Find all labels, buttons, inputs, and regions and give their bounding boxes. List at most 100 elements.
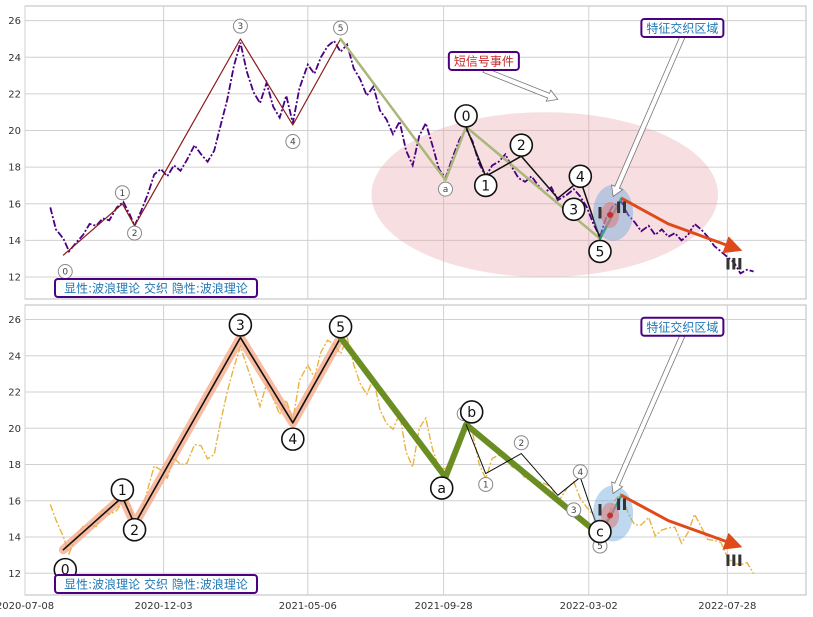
wave-label-small: 2	[518, 439, 524, 449]
short-signal-event-label-box	[447, 50, 520, 71]
wave-line	[62, 336, 342, 551]
x-tick-label: 2021-09-28	[415, 601, 473, 612]
y-tick-label: 26	[8, 16, 21, 27]
wave-label-small-circle	[437, 181, 453, 197]
feature-zone-dot	[607, 512, 614, 519]
wave-label-big: b	[467, 405, 476, 421]
short-signal-event-region	[371, 112, 718, 278]
roman-wave-label: II	[616, 198, 628, 217]
wave-label-big: 0	[61, 563, 70, 579]
x-tick-label: 2020-12-03	[135, 601, 193, 612]
wave-label-big: 4	[288, 432, 297, 448]
y-tick-label: 14	[8, 533, 21, 544]
y-tick-label: 20	[8, 424, 21, 435]
price-series-line	[49, 39, 754, 275]
wave-label-big: c	[596, 525, 604, 541]
wave-label-big-circle	[110, 478, 135, 502]
wave-label-small: 1	[120, 189, 126, 199]
wave-label-small-circle	[478, 476, 494, 492]
wave-line	[339, 37, 602, 240]
wave-label-big-circle	[429, 476, 454, 500]
theory-caption-box	[54, 278, 258, 298]
feature-zone-label-arrow	[611, 334, 686, 495]
wave-label-big-circle	[568, 164, 593, 189]
roman-wave-label: I	[597, 203, 603, 222]
wave-label-small-circle	[566, 502, 582, 518]
wave-label-small-circle	[285, 134, 301, 150]
wave-label-big: 5	[596, 244, 605, 260]
wave-label-small: 3	[571, 506, 577, 516]
x-tick-label: 2021-05-06	[279, 601, 337, 612]
x-tick-label: 2022-07-28	[698, 601, 756, 612]
projection-arrow	[620, 493, 743, 550]
wave-line	[337, 334, 603, 539]
theory-caption: 显性:波浪理论 交织 隐性:波浪理论	[64, 577, 248, 592]
wave-label-small-circle	[572, 464, 588, 480]
bottom-panel: 1214161820222426123450012345abcIIIIII特征交…	[8, 304, 807, 596]
y-tick-label: 26	[8, 315, 21, 326]
y-tick-label: 14	[8, 236, 21, 247]
roman-wave-label: II	[616, 495, 628, 514]
wave-label-big: 2	[517, 138, 526, 154]
wave-label-small-circle	[513, 435, 529, 451]
wave-line	[465, 126, 601, 240]
wave-label-small-circle	[114, 185, 130, 201]
wave-label-small: 3	[238, 22, 244, 32]
wave-label-big-circle	[281, 427, 305, 451]
wave-line	[465, 424, 601, 536]
wave-label-big-circle	[228, 313, 253, 337]
wave-label-big: 1	[118, 483, 127, 499]
wave-line	[62, 38, 342, 256]
y-tick-label: 24	[8, 351, 21, 362]
wave-label-big-circle	[509, 133, 534, 157]
feature-zone-label-box	[640, 17, 725, 38]
wave-label-small-circle	[232, 18, 248, 34]
y-tick-label: 18	[8, 460, 21, 471]
wave-label-big-circle	[122, 517, 147, 542]
x-tick-label: 2022-03-02	[560, 601, 618, 612]
y-tick-label: 18	[8, 163, 21, 174]
y-tick-label: 12	[8, 273, 21, 284]
roman-wave-label: III	[725, 551, 743, 570]
wave-label-small: 4	[290, 138, 296, 148]
theory-caption-box	[54, 574, 258, 594]
wave-label-small: 4	[577, 468, 583, 478]
wave-label-small-circle	[127, 225, 143, 241]
top-panel: 1214161820222426012345ab53012345IIIIII短信…	[8, 5, 807, 300]
wave-label-big-circle	[473, 173, 498, 198]
y-tick-label: 20	[8, 126, 21, 137]
theory-caption: 显性:波浪理论 交织 隐性:波浪理论	[64, 281, 248, 296]
wave-label-small-circle	[333, 20, 349, 36]
wave-label-big-circle	[328, 314, 353, 339]
wave-label-big-circle	[454, 104, 478, 128]
wave-label-big: a	[437, 481, 446, 497]
wave-label-small: 5	[597, 542, 603, 552]
feature-zone-label-box	[640, 316, 725, 337]
feature-zone-label-text: 特征交织区域	[646, 20, 718, 35]
feature-zone-dot	[607, 211, 614, 218]
y-tick-label: 24	[8, 53, 21, 64]
wave-label-big: 3	[236, 318, 245, 334]
x-tick-label: 2020-07-08	[0, 601, 54, 612]
wave-label-big: 0	[462, 109, 471, 125]
wave-label-big: 1	[481, 178, 490, 194]
roman-wave-label: I	[597, 500, 603, 519]
wave-label-small: 0	[62, 268, 68, 278]
y-tick-label: 22	[8, 89, 21, 100]
wave-label-big: 2	[130, 523, 139, 539]
wave-label-big: 5	[336, 320, 345, 336]
wave-label-small: 2	[132, 229, 138, 239]
wave-label-big: 4	[576, 169, 585, 185]
wave-label-big-circle	[588, 239, 612, 264]
y-tick-label: 22	[8, 388, 21, 399]
feature-zone-label-text: 特征交织区域	[646, 319, 718, 334]
wave-label-small: 5	[338, 24, 344, 34]
feature-zone-label-arrow	[611, 35, 686, 198]
wave-label-big-circle	[588, 519, 612, 544]
wave-label-big-circle	[561, 197, 586, 222]
wave-label-small: 1	[483, 480, 489, 490]
wave-label-big-circle	[459, 400, 484, 424]
x-axis: 2020-07-08 2020-12-03 2021-05-06 2021-09-28…	[0, 601, 756, 612]
projection-arrow	[620, 196, 743, 254]
